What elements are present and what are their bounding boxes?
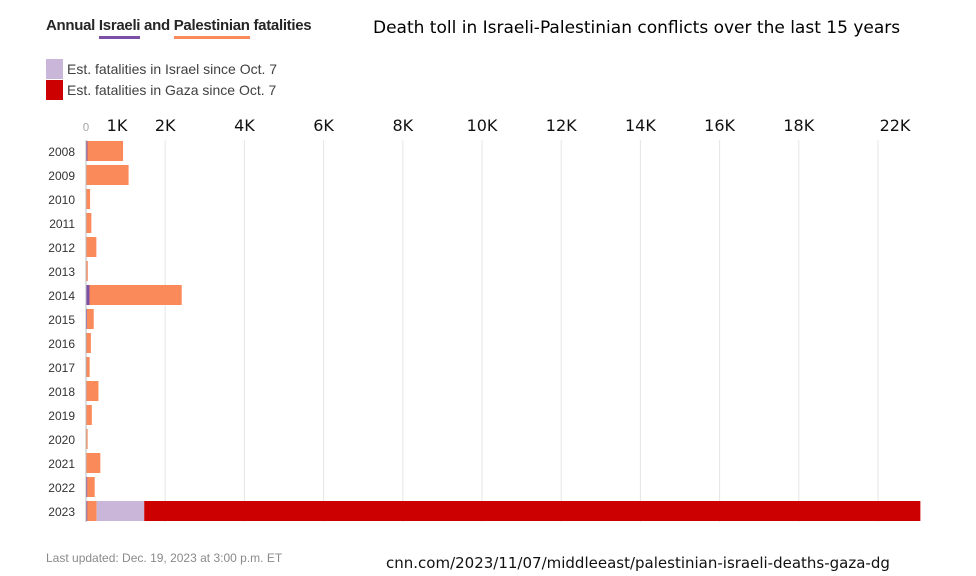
y-tick-label: 2019	[48, 409, 75, 423]
title-palestinian: Palestinian	[173, 17, 250, 39]
bar-palestinian	[86, 453, 101, 473]
x-tick-label: 10K	[467, 116, 498, 135]
x-tick-label: 14K	[625, 116, 656, 135]
chart-title: Annual Israeli and Palestinian fatalitie…	[46, 17, 312, 39]
y-tick-label: 2010	[48, 193, 75, 207]
legend-label: Est. fatalities in Israel since Oct. 7	[67, 61, 278, 77]
x-tick-label: 6K	[313, 116, 334, 135]
legend-label: Est. fatalities in Gaza since Oct. 7	[67, 82, 277, 98]
bar-israeli	[86, 477, 88, 497]
x-tick-label: 0	[83, 121, 90, 134]
y-tick-label: 2013	[48, 265, 75, 279]
y-tick-label: 2015	[48, 313, 75, 327]
bar-palestinian	[89, 285, 182, 305]
x-tick-label: 2K	[155, 116, 176, 135]
y-tick-label: 2017	[48, 361, 75, 375]
x-tick-label: 1K	[107, 116, 128, 135]
bar-israeli	[86, 285, 90, 305]
bar-est-fatalities-in-gaza-since-oct-7	[144, 501, 921, 521]
y-tick-label: 2009	[48, 169, 75, 183]
bar-palestinian	[86, 189, 91, 209]
bar-israeli	[86, 501, 88, 521]
x-tick-label: 16K	[704, 116, 735, 135]
y-tick-label: 2021	[48, 457, 75, 471]
bar-palestinian	[86, 381, 99, 401]
legend-swatch	[46, 59, 63, 79]
y-tick-label: 2022	[48, 481, 75, 495]
bar-palestinian	[86, 309, 94, 329]
bar-palestinian	[86, 165, 129, 185]
y-tick-label: 2020	[48, 433, 75, 447]
source-url: cnn.com/2023/11/07/middleeast/palestinia…	[386, 554, 890, 572]
legend-swatch	[46, 80, 63, 100]
x-tick-label: 8K	[392, 116, 413, 135]
bar-palestinian	[86, 333, 91, 353]
title-text: and	[140, 17, 174, 34]
title-text: fatalities	[249, 17, 312, 34]
y-tick-label: 2018	[48, 385, 75, 399]
bar-palestinian	[86, 405, 92, 425]
legend-israel: Est. fatalities in Israel since Oct. 7	[46, 59, 277, 79]
bar-palestinian	[86, 261, 88, 281]
x-tick-label: 22K	[880, 116, 911, 135]
bar-israeli	[86, 141, 88, 161]
bar-israeli	[86, 309, 88, 329]
bar-palestinian	[87, 141, 124, 161]
overlay-title: Death toll in Israeli-Palestinian confli…	[373, 18, 901, 38]
x-tick-label: 4K	[234, 116, 255, 135]
bar-palestinian	[86, 429, 88, 449]
x-tick-label: 12K	[546, 116, 577, 135]
y-tick-label: 2011	[49, 217, 75, 231]
bar-palestinian	[86, 357, 90, 377]
x-tick-label: 18K	[783, 116, 814, 135]
y-tick-label: 2023	[48, 505, 75, 519]
last-updated: Last updated: Dec. 19, 2023 at 3:00 p.m.…	[46, 551, 283, 565]
y-tick-label: 2012	[48, 241, 75, 255]
bar-palestinian	[86, 213, 92, 233]
y-tick-label: 2014	[48, 289, 75, 303]
bar-palestinian	[87, 501, 97, 521]
bar-est-fatalities-in-israel-since-oct-7	[96, 501, 145, 521]
y-tick-label: 2008	[48, 145, 75, 159]
bar-palestinian	[87, 477, 95, 497]
title-israeli: Israeli	[98, 17, 140, 39]
title-text: Annual	[46, 17, 99, 34]
legend-gaza: Est. fatalities in Gaza since Oct. 7	[46, 80, 276, 100]
y-tick-label: 2016	[48, 337, 75, 351]
bar-palestinian	[86, 237, 97, 257]
